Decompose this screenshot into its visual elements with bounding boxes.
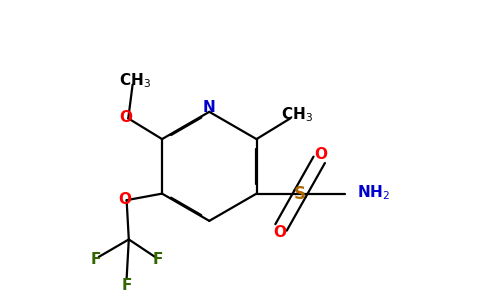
Text: O: O bbox=[119, 110, 132, 125]
Text: CH$_3$: CH$_3$ bbox=[119, 71, 151, 90]
Text: F: F bbox=[91, 252, 101, 267]
Text: CH$_3$: CH$_3$ bbox=[281, 105, 314, 124]
Text: F: F bbox=[121, 278, 132, 293]
Text: F: F bbox=[153, 252, 164, 267]
Text: NH$_2$: NH$_2$ bbox=[357, 183, 390, 202]
Text: O: O bbox=[314, 147, 327, 162]
Text: S: S bbox=[294, 184, 306, 202]
Text: O: O bbox=[273, 225, 287, 240]
Text: N: N bbox=[203, 100, 216, 115]
Text: O: O bbox=[118, 192, 131, 207]
